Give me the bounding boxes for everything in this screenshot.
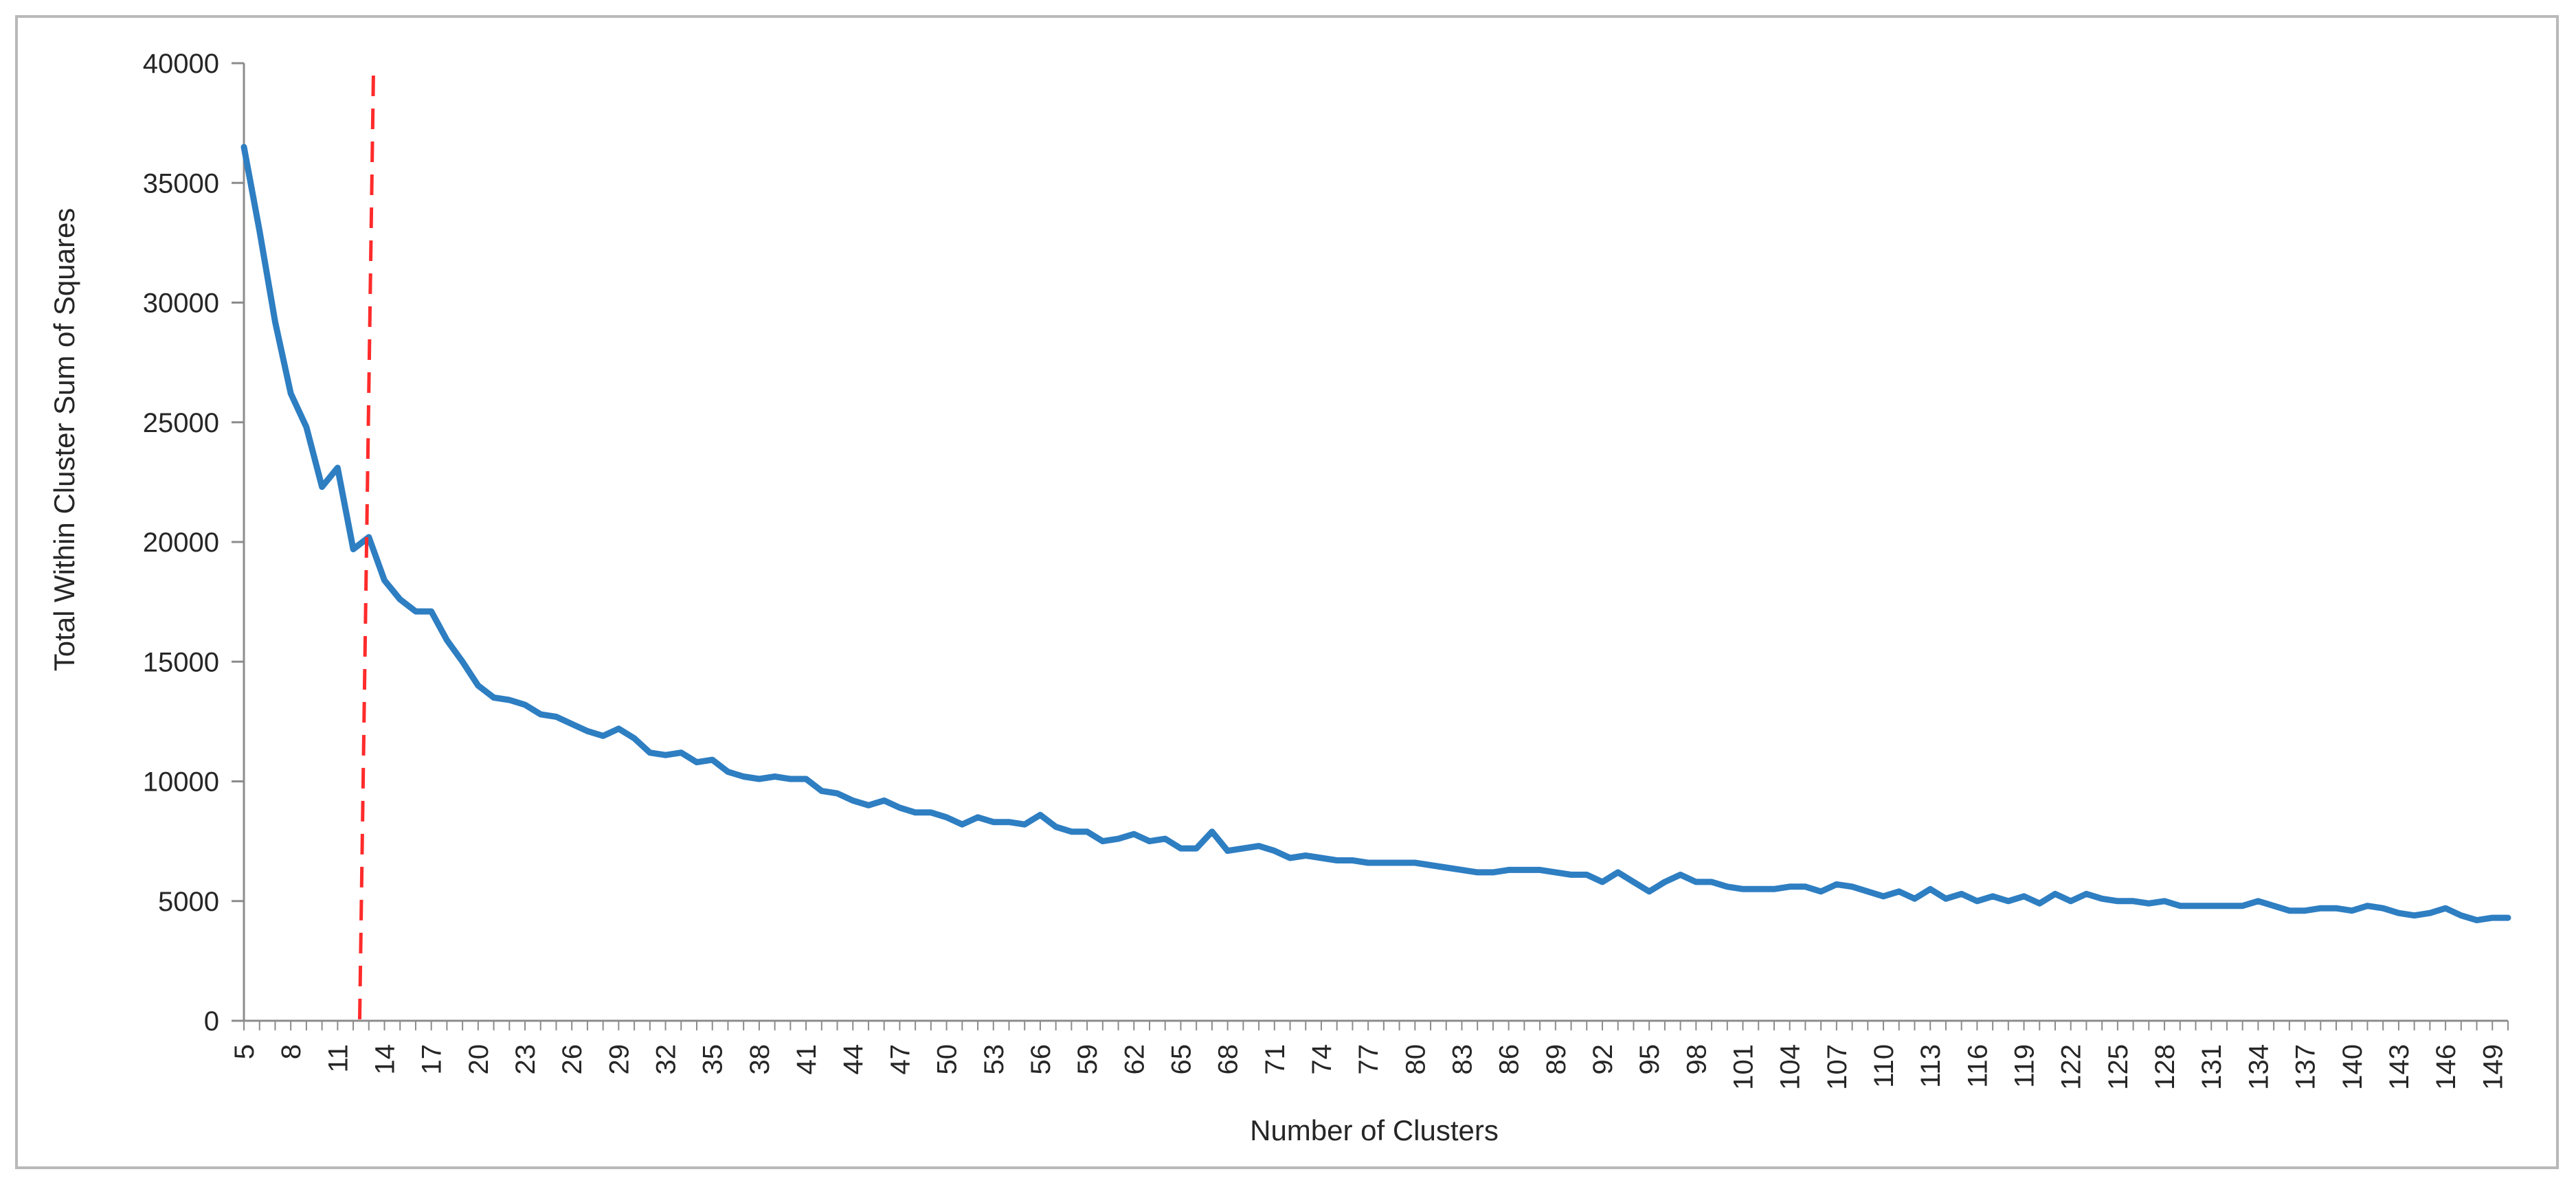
series-group: [240, 144, 2511, 924]
x-tick-label: 14: [370, 1044, 401, 1075]
y-axis: 0 5000 10000 15000 20000 25000 30000 35000 40000: [143, 49, 245, 1037]
x-tick-label: 137: [2291, 1044, 2321, 1090]
x-tick-label: 68: [1213, 1044, 1244, 1075]
y-tick-label: 5000: [158, 887, 219, 917]
x-tick-label: 26: [557, 1044, 587, 1075]
x-tick-label: 143: [2384, 1044, 2415, 1090]
x-tick-label: 83: [1447, 1044, 1477, 1075]
x-tick-label: 56: [1026, 1044, 1056, 1075]
x-axis-title: Number of Clusters: [1250, 1114, 1499, 1146]
x-tick-label: 80: [1400, 1044, 1431, 1075]
x-tick-label: 86: [1494, 1044, 1525, 1075]
x-tick-label: 71: [1260, 1044, 1290, 1075]
y-tick-label: 35000: [143, 168, 219, 199]
y-tick-label: 0: [204, 1006, 219, 1037]
x-axis: 5 8 11 14 17 20 23 26 29 32 35 38 41 44 47 50 53 56 59 62 65…: [229, 1019, 2509, 1090]
x-tick-label: 119: [2010, 1044, 2040, 1088]
x-tick-label: 131: [2197, 1044, 2227, 1090]
y-tick-label: 40000: [143, 49, 219, 79]
x-tick-label: 92: [1588, 1044, 1618, 1075]
x-tick-label: 62: [1119, 1044, 1150, 1075]
x-tick-label: 98: [1681, 1044, 1712, 1075]
x-tick-label: 44: [838, 1044, 869, 1075]
reference-dashed-line: [357, 75, 375, 1021]
series-line: [240, 144, 2511, 924]
y-tick-label: 20000: [143, 528, 219, 558]
y-tick-label: 25000: [143, 408, 219, 438]
x-tick-label: 5: [229, 1044, 260, 1059]
x-tick-label: 74: [1307, 1044, 1337, 1075]
x-tick-label: 32: [651, 1044, 682, 1075]
x-tick-label: 35: [698, 1044, 728, 1075]
x-tick-label: 59: [1073, 1044, 1103, 1075]
x-tick-label: 104: [1776, 1044, 1806, 1090]
y-tick-label: 10000: [143, 767, 219, 798]
x-tick-label: 110: [1869, 1044, 1899, 1088]
x-tick-label: 29: [604, 1044, 634, 1075]
x-tick-label: 146: [2431, 1044, 2461, 1090]
x-tick-label: 47: [885, 1044, 915, 1075]
x-tick-label: 8: [276, 1044, 306, 1059]
y-tick-label: 15000: [143, 647, 219, 677]
x-tick-label: 50: [932, 1044, 963, 1075]
x-tick-label: 65: [1166, 1044, 1196, 1075]
x-tick-label: 41: [792, 1044, 822, 1075]
x-tick-label: 128: [2150, 1044, 2180, 1090]
x-tick-label: 107: [1822, 1044, 1852, 1090]
y-axis-title: Total Within Cluster Sum of Squares: [48, 208, 80, 672]
y-tick-label: 30000: [143, 289, 219, 319]
x-tick-label: 38: [745, 1044, 775, 1075]
reference-line-group: [357, 75, 375, 1021]
x-tick-label: 11: [323, 1044, 353, 1073]
x-tick-label: 95: [1635, 1044, 1665, 1075]
x-tick-label: 140: [2338, 1044, 2368, 1090]
x-tick-label: 23: [511, 1044, 541, 1075]
x-tick-label: 77: [1354, 1044, 1384, 1075]
x-tick-label: 122: [2057, 1044, 2087, 1090]
x-tick-label: 53: [979, 1044, 1009, 1075]
x-tick-label: 134: [2243, 1044, 2274, 1090]
x-tick-label: 101: [1729, 1044, 1759, 1090]
chart-frame: [15, 15, 2559, 1169]
x-tick-label: 89: [1541, 1044, 1571, 1075]
x-tick-label: 116: [1962, 1044, 1993, 1088]
x-tick-label: 125: [2103, 1044, 2133, 1090]
x-tick-label: 20: [464, 1044, 494, 1075]
x-tick-label: 17: [417, 1044, 447, 1075]
x-tick-label: 149: [2478, 1044, 2508, 1090]
x-tick-label: 113: [1916, 1044, 1946, 1088]
